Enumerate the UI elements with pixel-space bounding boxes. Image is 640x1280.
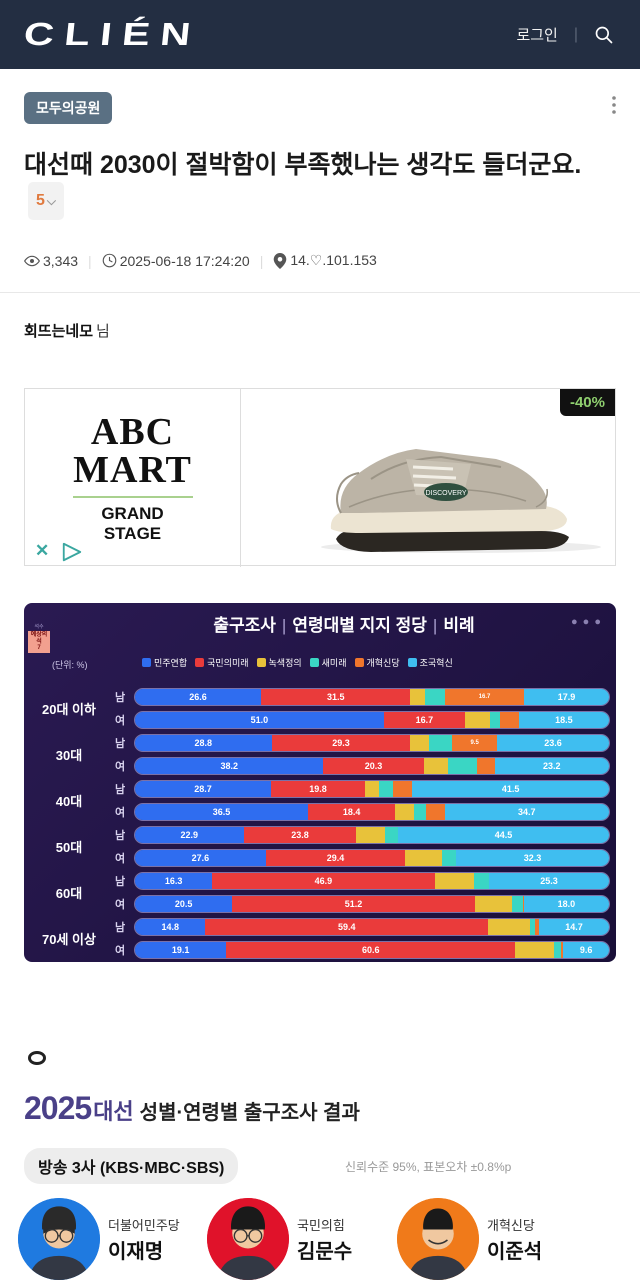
svg-text:DISCOVERY: DISCOVERY xyxy=(425,490,466,497)
